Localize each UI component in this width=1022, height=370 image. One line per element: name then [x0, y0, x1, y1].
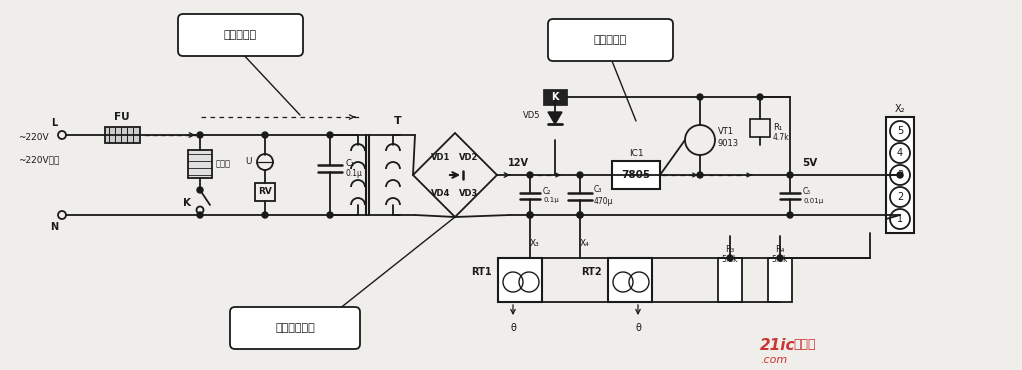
Bar: [612, 161, 660, 189]
Text: 三端稳压器: 三端稳压器: [594, 35, 626, 45]
Text: 21ic: 21ic: [760, 337, 795, 353]
Text: 1: 1: [897, 214, 903, 224]
Text: C₂: C₂: [543, 188, 552, 196]
Text: 3: 3: [897, 170, 903, 180]
Text: VT1: VT1: [718, 128, 734, 137]
Circle shape: [577, 172, 583, 178]
Text: 5.1k: 5.1k: [722, 256, 738, 265]
Circle shape: [787, 212, 793, 218]
FancyBboxPatch shape: [548, 19, 673, 61]
Text: 470μ: 470μ: [594, 196, 613, 205]
Bar: [498, 258, 542, 302]
Text: 12V: 12V: [508, 158, 528, 168]
Bar: [750, 119, 770, 137]
Circle shape: [757, 94, 763, 100]
Text: T: T: [394, 116, 402, 126]
Text: ~220V输入: ~220V输入: [18, 155, 59, 165]
Text: 4.7k: 4.7k: [773, 132, 790, 141]
Text: θ: θ: [635, 323, 641, 333]
Bar: [188, 150, 212, 178]
FancyBboxPatch shape: [230, 307, 360, 349]
Circle shape: [787, 172, 793, 178]
Text: R₄: R₄: [776, 246, 785, 255]
FancyBboxPatch shape: [178, 14, 303, 56]
Text: VD3: VD3: [459, 188, 478, 198]
Text: 4: 4: [897, 148, 903, 158]
Bar: [256, 183, 275, 201]
Text: K: K: [183, 198, 191, 208]
Text: θ: θ: [510, 323, 516, 333]
Text: 5.1k: 5.1k: [772, 256, 788, 265]
Text: U: U: [245, 158, 252, 166]
Circle shape: [697, 172, 703, 178]
Text: IC1: IC1: [629, 148, 643, 158]
Circle shape: [577, 212, 583, 218]
Text: 电子网: 电子网: [793, 339, 816, 352]
Circle shape: [697, 94, 703, 100]
Text: 0.1μ: 0.1μ: [543, 197, 559, 203]
Circle shape: [197, 132, 203, 138]
Text: C₃: C₃: [594, 185, 602, 195]
Text: VD4: VD4: [431, 188, 451, 198]
Text: 2: 2: [897, 192, 903, 202]
Text: RT2: RT2: [582, 267, 602, 277]
Bar: [543, 89, 567, 105]
Text: X₃: X₃: [530, 239, 540, 248]
Text: X₂: X₂: [894, 104, 905, 114]
Text: RV: RV: [259, 188, 272, 196]
Circle shape: [727, 255, 733, 261]
Text: 0.1μ: 0.1μ: [345, 169, 362, 178]
Bar: [105, 127, 140, 143]
Circle shape: [527, 212, 533, 218]
Text: C₅: C₅: [803, 188, 811, 196]
Circle shape: [197, 187, 203, 193]
Text: 电热盘: 电热盘: [216, 159, 231, 168]
Text: FU: FU: [114, 112, 130, 122]
Text: 5: 5: [897, 126, 903, 136]
Circle shape: [262, 132, 268, 138]
Text: ~220V: ~220V: [18, 134, 49, 142]
Text: K: K: [551, 92, 559, 102]
Circle shape: [262, 212, 268, 218]
Text: RT1: RT1: [471, 267, 492, 277]
Circle shape: [897, 172, 903, 178]
Text: .com: .com: [760, 355, 787, 365]
Text: 9013: 9013: [718, 139, 739, 148]
Text: 5V: 5V: [802, 158, 818, 168]
Text: VD5: VD5: [522, 111, 540, 121]
Circle shape: [527, 172, 533, 178]
Text: C₁: C₁: [345, 158, 355, 168]
Text: X₄: X₄: [580, 239, 590, 248]
Bar: [768, 258, 792, 302]
Text: N: N: [50, 222, 58, 232]
Text: 降压变压器: 降压变压器: [224, 30, 257, 40]
Bar: [608, 258, 652, 302]
Text: 0.01μ: 0.01μ: [803, 198, 824, 204]
Circle shape: [327, 212, 333, 218]
Text: 桥式整流电路: 桥式整流电路: [275, 323, 315, 333]
Text: VD2: VD2: [459, 152, 478, 161]
Circle shape: [577, 212, 583, 218]
Circle shape: [777, 255, 783, 261]
Text: R₁: R₁: [773, 122, 782, 131]
Polygon shape: [548, 112, 562, 124]
Text: L: L: [51, 118, 57, 128]
Bar: [718, 258, 742, 302]
Circle shape: [327, 132, 333, 138]
Circle shape: [527, 212, 533, 218]
Text: 7805: 7805: [621, 170, 651, 180]
Text: VD1: VD1: [431, 152, 451, 161]
Text: R₃: R₃: [726, 246, 735, 255]
Circle shape: [197, 212, 203, 218]
Bar: [886, 117, 914, 233]
